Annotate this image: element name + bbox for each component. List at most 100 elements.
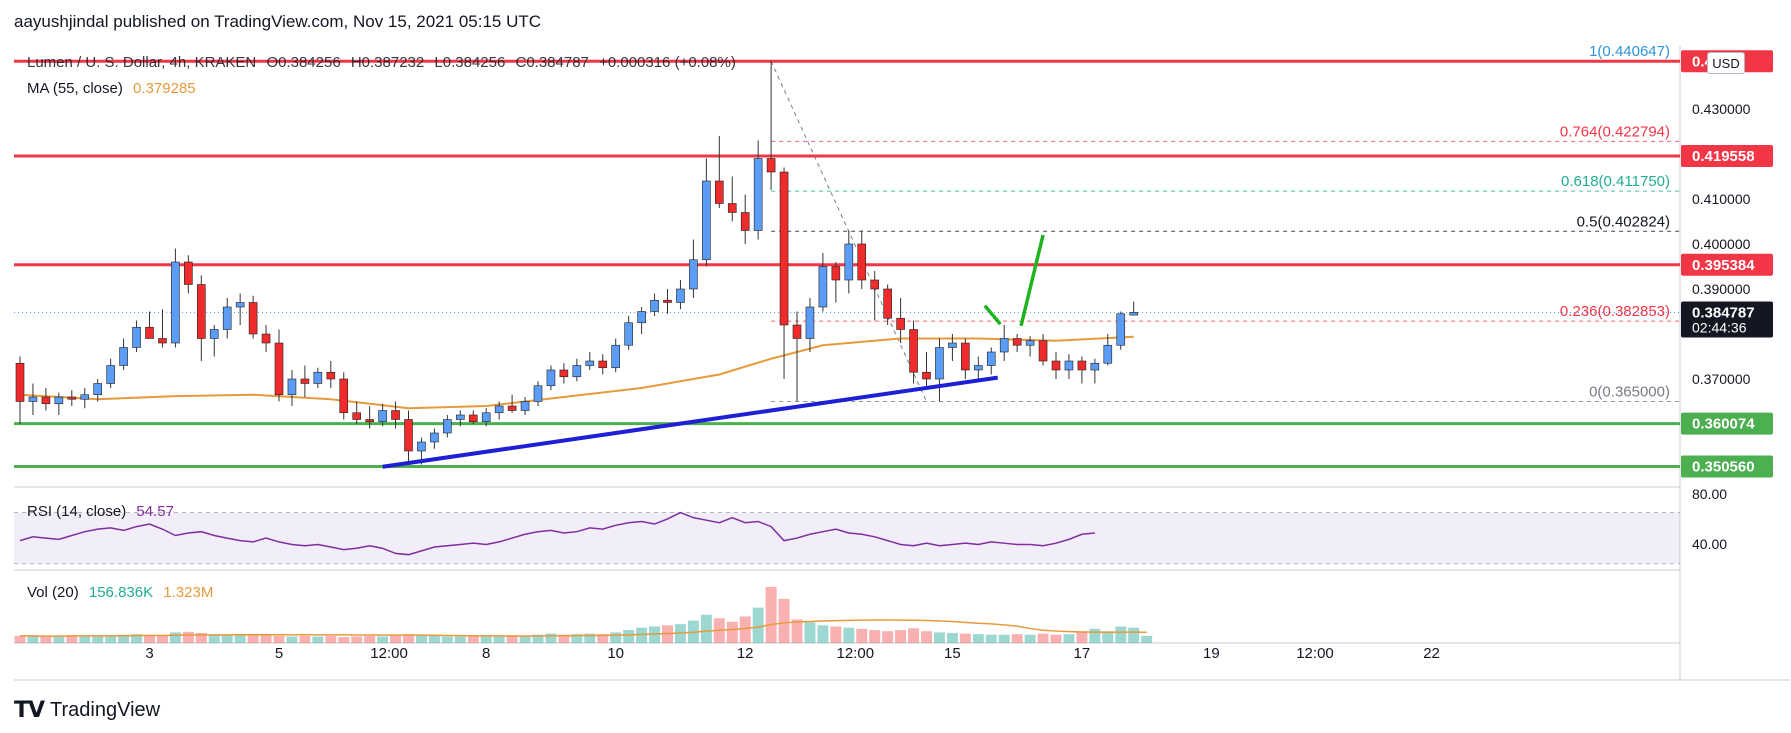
rsi-value: 54.57 (136, 503, 174, 520)
candle (235, 293, 245, 325)
time-axis-tick-label: 12:00 (837, 645, 875, 662)
time-axis-tick-label: 8 (482, 645, 490, 662)
candle-body (378, 410, 387, 423)
candle (1038, 334, 1048, 366)
volume-bar (156, 635, 168, 643)
candle (727, 176, 737, 222)
volume-bar (584, 633, 596, 643)
candle (455, 410, 465, 427)
candle-body (663, 299, 672, 303)
candle-body (507, 405, 517, 411)
candle (896, 298, 905, 343)
candle (624, 316, 633, 350)
forecast-rise-stroke (1019, 234, 1045, 327)
candle-body (909, 329, 918, 373)
candle-body (404, 419, 413, 452)
candle-body (391, 410, 400, 420)
volume-bar (519, 635, 531, 643)
volume-bar (390, 635, 402, 643)
candle-body (986, 351, 996, 366)
candle-body (1129, 312, 1138, 316)
volume-bar (752, 607, 764, 643)
price-axis-badge: 0.395384 (1681, 253, 1773, 276)
volume-bar (480, 636, 492, 643)
volume-ma-value: 1.323M (163, 584, 214, 601)
candle (572, 358, 582, 382)
volume-bar (79, 635, 91, 643)
volume-bar (182, 631, 194, 643)
volume-bar (1102, 631, 1114, 643)
candle (287, 370, 297, 406)
candle (922, 352, 931, 388)
volume-bar (364, 635, 376, 643)
volume-bar (467, 635, 479, 643)
volume-bar (53, 635, 65, 643)
candle (520, 397, 530, 415)
volume-bar (649, 626, 661, 643)
candle (999, 325, 1009, 361)
candle (80, 388, 90, 409)
currency-badge[interactable]: USD (1707, 52, 1745, 74)
candle (119, 338, 128, 370)
candle-body (637, 311, 646, 324)
candle (41, 388, 51, 411)
volume-bar (817, 625, 829, 643)
candle (973, 356, 983, 379)
candle (961, 338, 970, 379)
volume-bar (312, 636, 324, 643)
candle-body (197, 284, 206, 339)
volume-bar (1037, 633, 1049, 643)
candle-body (274, 342, 284, 396)
candle (93, 379, 102, 402)
price-badge-label: 0.395384 (1692, 257, 1755, 274)
forecast-dip-stroke (983, 304, 1002, 326)
candle-body (650, 299, 659, 312)
volume-bar (558, 634, 570, 643)
candle (1129, 301, 1138, 316)
volume-bar (933, 632, 945, 643)
candle-body (559, 369, 569, 378)
rsi-legend: RSI (14, close) 54.57 (27, 503, 180, 520)
candle (611, 338, 621, 373)
candle (184, 255, 193, 294)
candle (779, 167, 789, 379)
candle (689, 239, 698, 298)
price-axis-tick-label: 0.410000 (1692, 191, 1751, 207)
volume-bar (946, 632, 958, 643)
candle-body (481, 412, 491, 423)
volume-bar (118, 634, 130, 643)
ohlc-low: L0.384256 (434, 54, 506, 71)
candle (468, 410, 478, 424)
volume-bar (985, 634, 997, 643)
candle (378, 403, 387, 427)
candle (352, 401, 362, 424)
candle-body (598, 360, 608, 369)
candle-body (961, 342, 970, 371)
candle (1090, 358, 1100, 384)
volume-bar (299, 635, 311, 643)
candle (274, 329, 284, 402)
volume-bar (454, 636, 466, 643)
candle-body (883, 288, 892, 319)
time-axis-tick-label: 17 (1074, 645, 1091, 662)
ohlc-high: H0.387232 (350, 54, 425, 71)
candle-body (624, 322, 633, 346)
candle (326, 361, 336, 388)
volume-bar (778, 598, 790, 643)
rsi-axis-label: 80.00 (1692, 486, 1727, 502)
volume-bar (623, 630, 635, 643)
brand-name: TradingView (50, 698, 161, 721)
candle (844, 230, 854, 294)
candle-body (313, 371, 323, 384)
candle-body (1103, 344, 1113, 364)
tradingview-logo-icon: 𝗧𝗩 (14, 697, 45, 722)
candle (714, 136, 724, 208)
candle-body (1077, 360, 1087, 371)
volume-bar (66, 635, 78, 643)
candle-body (15, 362, 25, 402)
candle (650, 293, 659, 316)
candle-body (67, 396, 77, 400)
volume-bar (1076, 632, 1088, 643)
volume-bar (506, 635, 518, 643)
